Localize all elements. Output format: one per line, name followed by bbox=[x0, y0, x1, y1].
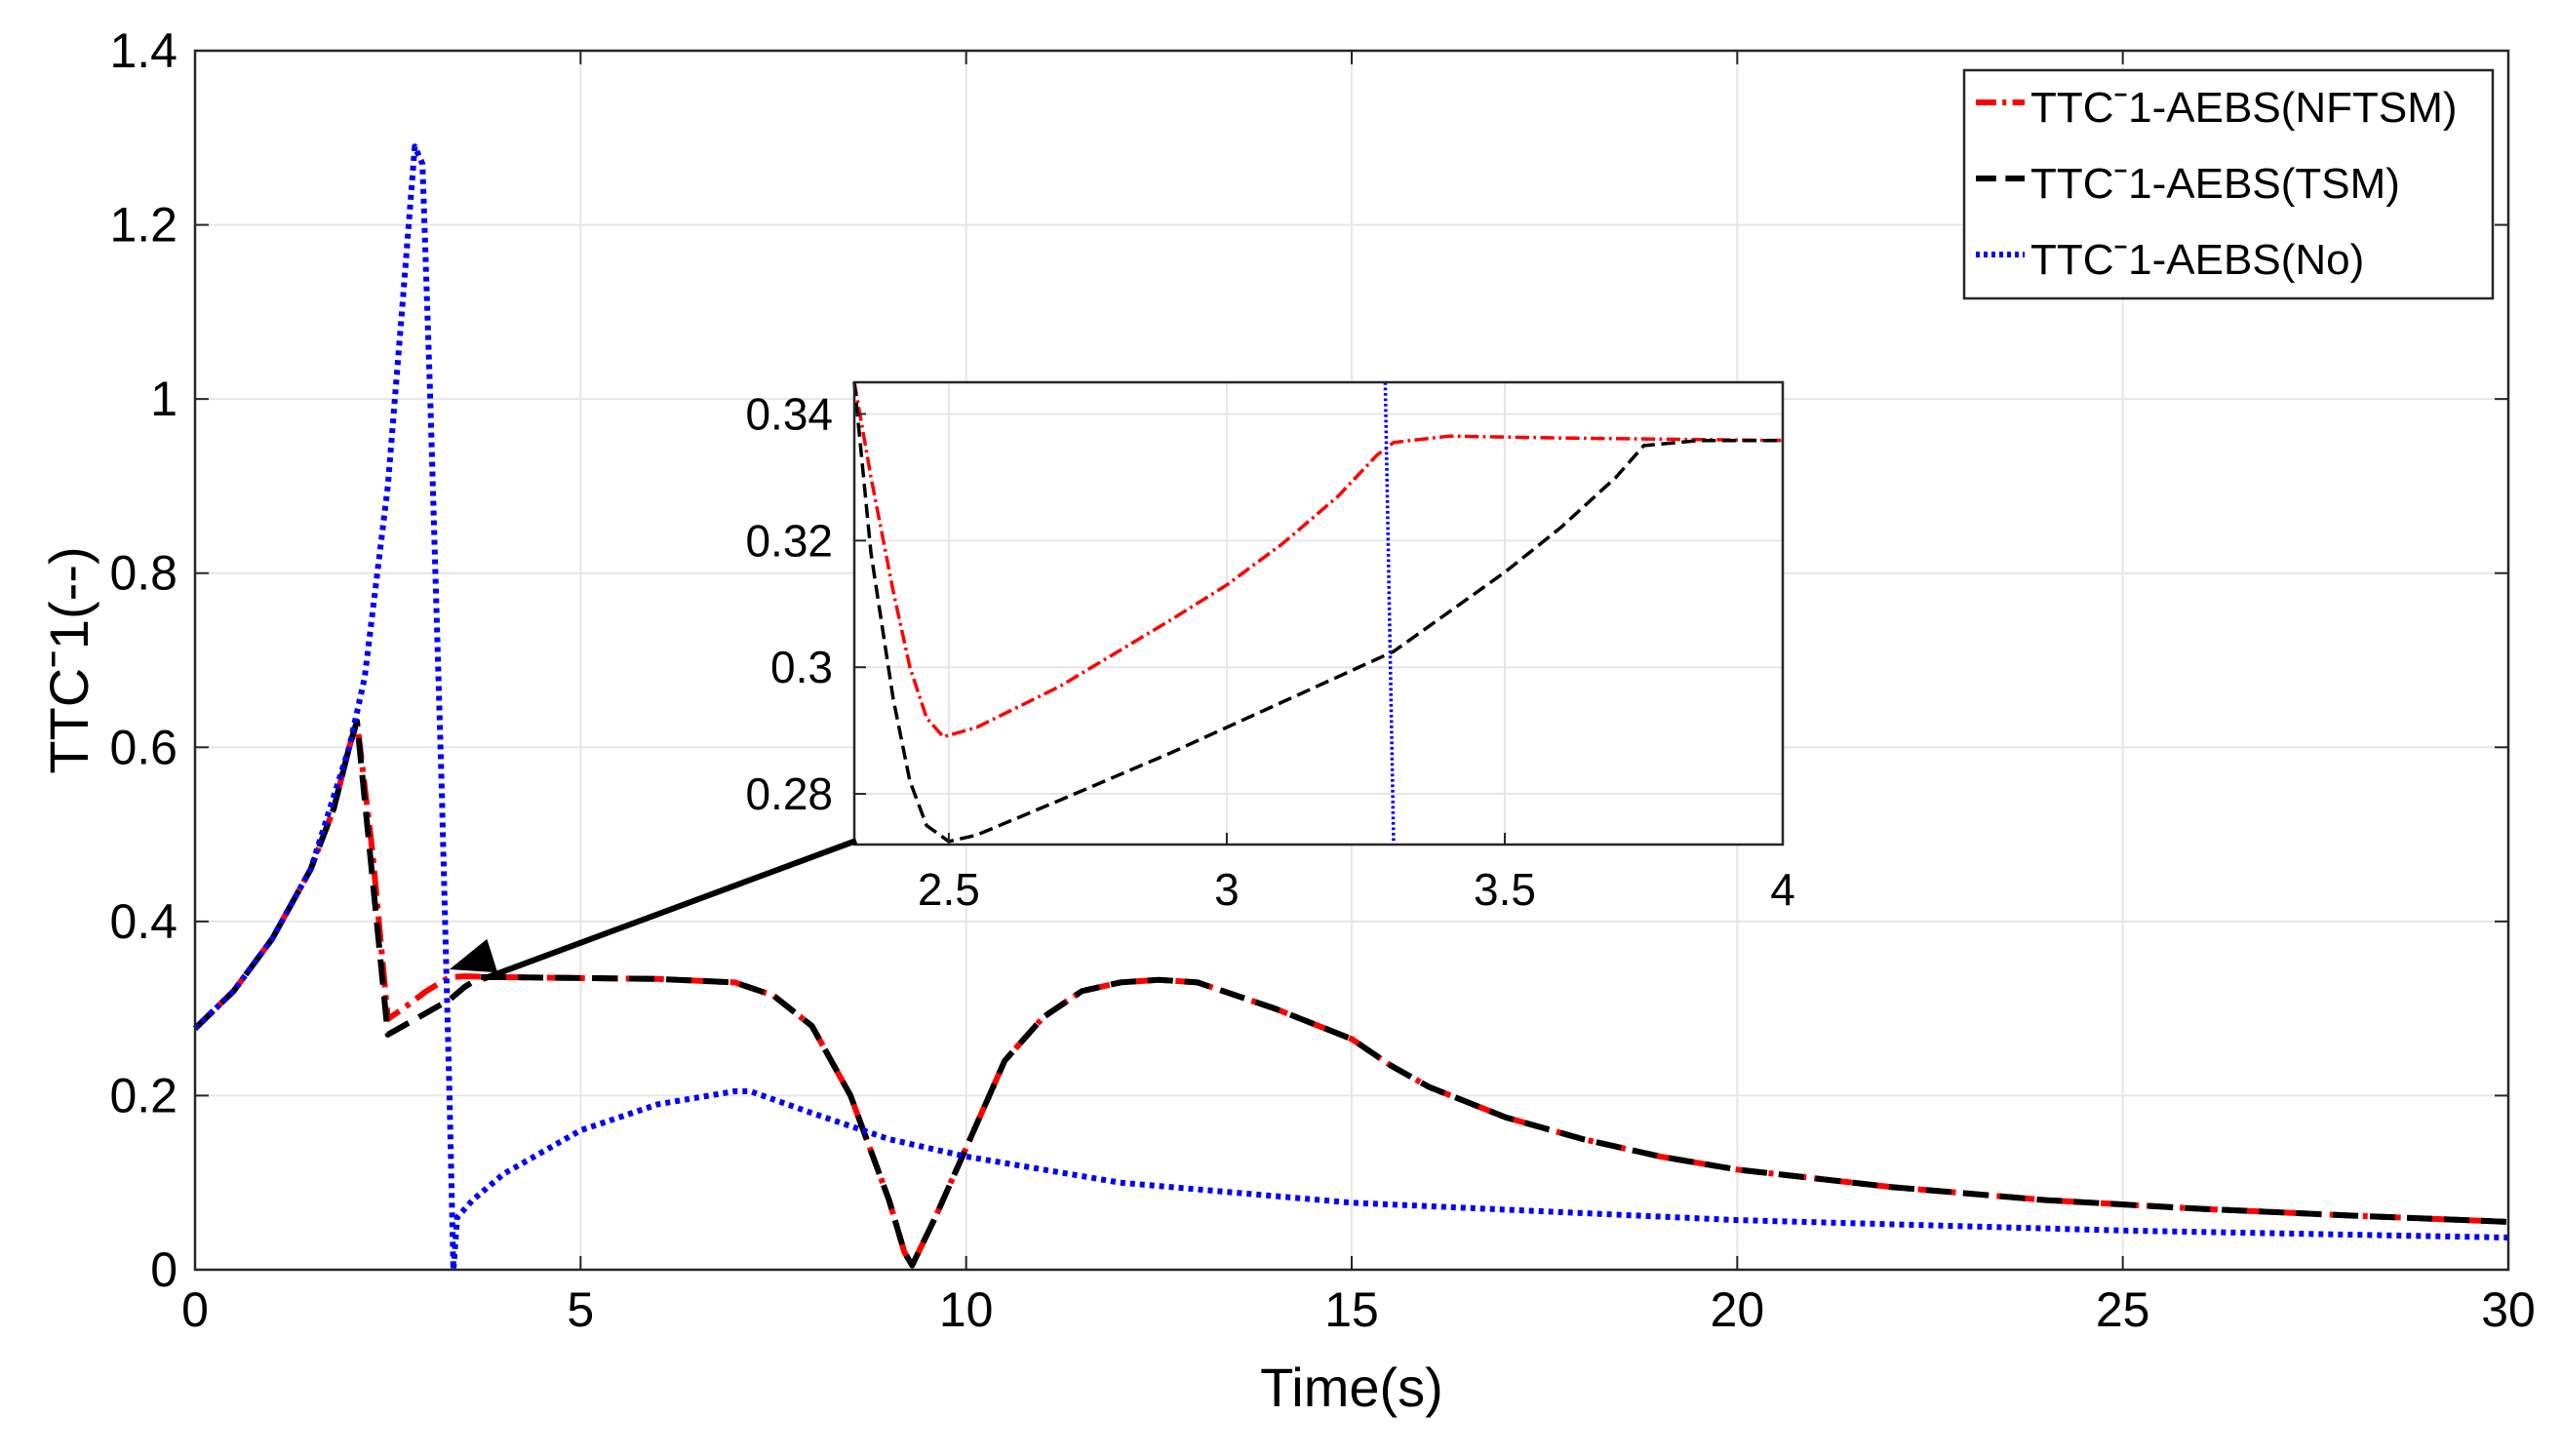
x-tick-label: 20 bbox=[1711, 1282, 1765, 1337]
legend-box bbox=[1962, 68, 2495, 300]
zoom-arrow-shaft bbox=[481, 838, 858, 982]
inset-ticks: 2.5 3 3.5 4 0.28 0.3 0.32 0.34 bbox=[745, 388, 1794, 915]
main-series-group bbox=[192, 143, 2509, 1273]
inset-series-line-2 bbox=[1383, 381, 1396, 846]
y-tick-label: 1.2 bbox=[109, 198, 177, 253]
inset-zoom: 2.5 3 3.5 4 0.28 0.3 0.32 0.34 bbox=[745, 380, 1795, 915]
x-tick-label: 30 bbox=[2481, 1282, 2536, 1337]
inset-y-tick-label: 0.3 bbox=[770, 642, 833, 692]
zoom-arrow bbox=[449, 838, 858, 982]
x-tick-label: 5 bbox=[567, 1282, 594, 1337]
inset-series-line-1 bbox=[852, 381, 1783, 844]
inset-x-tick-label: 3.5 bbox=[1474, 864, 1536, 915]
inset-y-tick-label: 0.32 bbox=[745, 515, 833, 566]
legend-label: TTCˉ1-AEBS(NFTSM) bbox=[2030, 84, 2458, 132]
inset-x-tick-label: 3 bbox=[1214, 864, 1240, 915]
inset-series-line-0 bbox=[852, 381, 1784, 739]
inset-y-tick-label: 0.28 bbox=[745, 768, 833, 819]
x-tick-label: 25 bbox=[2096, 1282, 2150, 1337]
inset-frame bbox=[852, 380, 1785, 846]
x-axis-title: Time(s) bbox=[1260, 1357, 1443, 1418]
y-axis-title: TTCˉ1(--) bbox=[38, 546, 99, 773]
y-tick-label: 0.6 bbox=[109, 720, 177, 774]
inset-background bbox=[854, 382, 1783, 845]
series-line-1 bbox=[192, 718, 2509, 1269]
y-tick-label: 1 bbox=[150, 372, 177, 426]
y-tick-label: 1.4 bbox=[109, 23, 177, 78]
main-ticks: 0 5 10 15 20 25 30 0 0.2 0.4 0.6 0.8 1 1.2 1.4 bbox=[109, 23, 2535, 1337]
inset-y-tick-label: 0.34 bbox=[745, 388, 833, 439]
inset-series-group bbox=[852, 381, 1784, 846]
legend: TTCˉ1-AEBS(NFTSM) TTCˉ1-AEBS(TSM) TTCˉ1-AE… bbox=[1962, 68, 2495, 300]
y-tick-label: 0 bbox=[150, 1242, 177, 1297]
x-tick-label: 0 bbox=[181, 1282, 209, 1337]
inset-x-tick-label: 2.5 bbox=[918, 864, 980, 915]
zoom-arrow-head bbox=[449, 938, 498, 973]
legend-label: TTCˉ1-AEBS(No) bbox=[2030, 236, 2364, 284]
y-tick-label: 0.4 bbox=[109, 894, 177, 949]
x-tick-label: 10 bbox=[939, 1282, 994, 1337]
y-tick-label: 0.8 bbox=[109, 546, 177, 601]
legend-label: TTCˉ1-AEBS(TSM) bbox=[2030, 160, 2400, 208]
inset-grid bbox=[854, 382, 1784, 845]
inset-x-tick-label: 4 bbox=[1770, 864, 1795, 915]
y-tick-label: 0.2 bbox=[109, 1068, 177, 1122]
x-tick-label: 15 bbox=[1324, 1282, 1379, 1337]
series-line-2 bbox=[192, 143, 2509, 1273]
